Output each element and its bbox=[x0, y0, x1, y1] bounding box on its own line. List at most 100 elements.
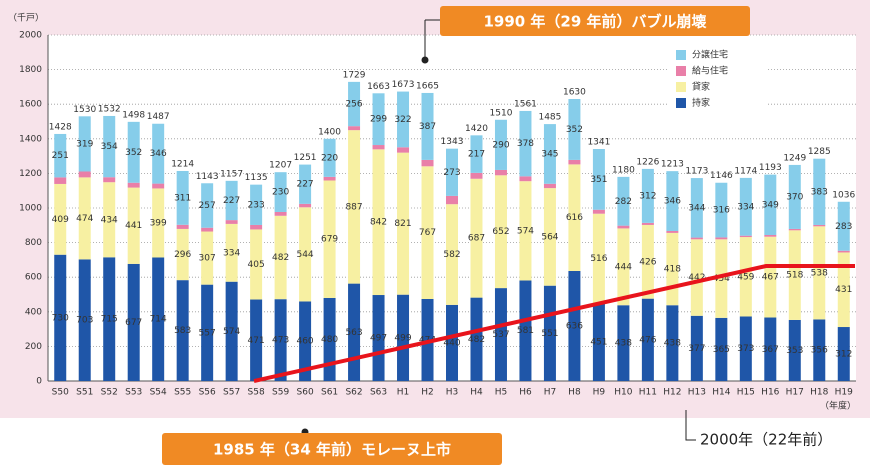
x-tick-label: S52 bbox=[101, 388, 118, 398]
bar-segment bbox=[837, 201, 850, 251]
bar-segment bbox=[103, 177, 116, 183]
value-label: 356 bbox=[811, 346, 828, 356]
value-label: 679 bbox=[321, 235, 338, 245]
connector bbox=[685, 410, 696, 441]
x-tick-label: S54 bbox=[150, 388, 167, 398]
value-label: 316 bbox=[713, 206, 730, 216]
marker-dot bbox=[421, 56, 429, 64]
bar-segment bbox=[788, 164, 801, 229]
bar-segment bbox=[470, 135, 483, 173]
bar-segment bbox=[617, 305, 630, 381]
bar-segment bbox=[103, 115, 116, 178]
bar-segment bbox=[470, 297, 483, 381]
value-label: 583 bbox=[174, 326, 191, 336]
bar-segment bbox=[176, 224, 189, 229]
value-label: 636 bbox=[566, 321, 583, 331]
bar-segment bbox=[666, 305, 679, 381]
y-tick-label: 1800 bbox=[19, 65, 42, 75]
bar-segment bbox=[250, 184, 263, 225]
value-label: 296 bbox=[174, 250, 191, 260]
bar-segment bbox=[78, 177, 91, 260]
total-label: 1341 bbox=[587, 138, 610, 148]
bar-segment bbox=[372, 93, 385, 146]
bar-segment bbox=[764, 317, 777, 381]
total-label: 1180 bbox=[612, 165, 635, 175]
bar-segment bbox=[225, 223, 238, 282]
bar-segment bbox=[323, 138, 336, 177]
total-label: 1343 bbox=[441, 137, 464, 147]
bar-segment bbox=[299, 207, 312, 302]
value-label: 460 bbox=[296, 337, 313, 347]
bar-segment bbox=[421, 92, 434, 160]
bar-segment bbox=[715, 182, 728, 238]
x-tick-label: H7 bbox=[544, 388, 557, 398]
annotation-box bbox=[440, 6, 750, 36]
bar-segment bbox=[519, 181, 532, 281]
value-label: 557 bbox=[199, 328, 216, 338]
x-axis-label: （年度） bbox=[820, 400, 856, 412]
value-label: 251 bbox=[52, 151, 69, 161]
bar-segment bbox=[397, 152, 410, 295]
value-label: 352 bbox=[566, 125, 583, 135]
bar-segment bbox=[348, 81, 361, 127]
value-label: 563 bbox=[345, 328, 362, 338]
value-label: 703 bbox=[76, 316, 93, 326]
value-label: 474 bbox=[76, 214, 93, 224]
total-label: 1498 bbox=[122, 110, 145, 120]
value-label: 377 bbox=[688, 344, 705, 354]
bar-segment bbox=[641, 168, 654, 223]
value-label: 687 bbox=[468, 234, 485, 244]
bar-segment bbox=[176, 280, 189, 381]
value-label: 312 bbox=[639, 191, 656, 201]
y-tick-label: 1400 bbox=[19, 134, 42, 144]
total-label: 1665 bbox=[416, 81, 439, 91]
y-tick-label: 800 bbox=[25, 238, 42, 248]
bar-segment bbox=[837, 327, 850, 381]
value-label: 370 bbox=[786, 192, 803, 202]
legend-swatch bbox=[676, 66, 686, 76]
legend-label: 持家 bbox=[692, 97, 710, 109]
value-label: 383 bbox=[811, 187, 828, 197]
x-tick-label: H2 bbox=[421, 388, 434, 398]
bar-segment bbox=[323, 297, 336, 381]
total-label: 1249 bbox=[783, 153, 806, 163]
total-label: 1174 bbox=[734, 166, 757, 176]
bar-segment bbox=[837, 250, 850, 253]
bar-segment bbox=[543, 188, 556, 286]
bar-segment bbox=[739, 235, 752, 238]
legend-label: 給与住宅 bbox=[692, 65, 728, 77]
total-label: 1193 bbox=[759, 163, 782, 173]
bar-segment bbox=[152, 123, 165, 184]
bar-segment bbox=[788, 319, 801, 381]
value-label: 367 bbox=[762, 345, 779, 355]
value-label: 354 bbox=[101, 142, 118, 152]
bar-segment bbox=[225, 281, 238, 381]
bar-segment bbox=[568, 159, 581, 165]
value-label: 438 bbox=[615, 339, 632, 349]
bar-segment bbox=[641, 224, 654, 299]
bar-segment bbox=[446, 304, 458, 381]
total-label: 1207 bbox=[269, 161, 292, 171]
x-tick-label: S60 bbox=[297, 388, 314, 398]
bar-segment bbox=[764, 234, 777, 237]
x-tick-label: H17 bbox=[786, 388, 804, 398]
x-tick-label: S61 bbox=[321, 388, 338, 398]
value-label: 518 bbox=[786, 271, 803, 281]
value-label: 551 bbox=[541, 329, 558, 339]
total-label: 1428 bbox=[49, 122, 72, 132]
total-label: 1663 bbox=[367, 82, 390, 92]
bar-segment bbox=[421, 166, 434, 299]
bar-segment bbox=[54, 254, 67, 381]
x-tick-label: S63 bbox=[370, 388, 387, 398]
bar-segment bbox=[78, 171, 91, 178]
bar-segment bbox=[78, 116, 91, 172]
bar-segment bbox=[176, 228, 189, 281]
total-label: 1532 bbox=[98, 104, 121, 114]
bar-segment bbox=[152, 188, 165, 258]
x-tick-label: H10 bbox=[614, 388, 632, 398]
value-label: 538 bbox=[811, 268, 828, 278]
total-label: 1530 bbox=[73, 105, 96, 115]
bar-segment bbox=[494, 288, 507, 381]
x-tick-label: H15 bbox=[737, 388, 755, 398]
value-label: 730 bbox=[52, 313, 69, 323]
